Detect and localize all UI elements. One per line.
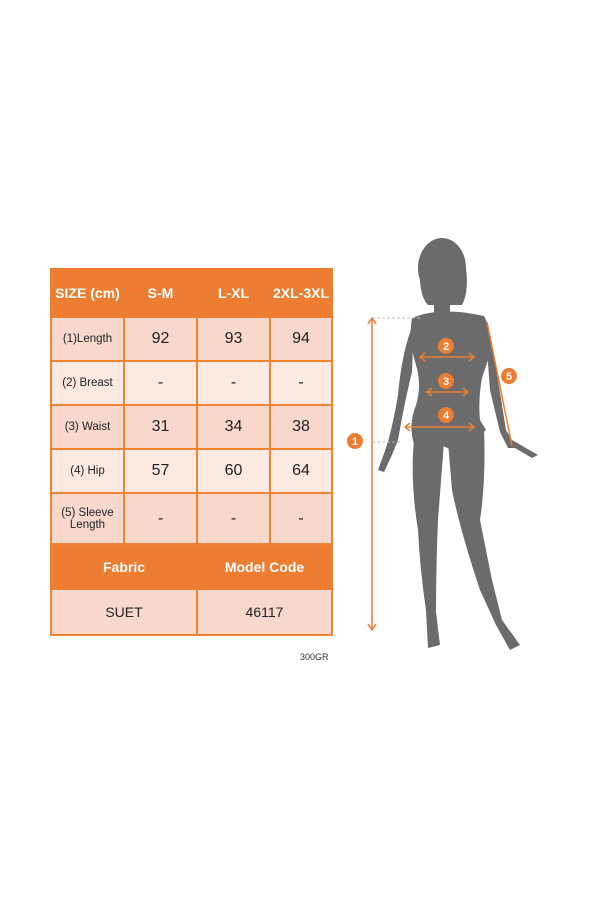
header-size: SIZE (cm)	[50, 268, 125, 318]
size-header-row: SIZE (cm) S-M L-XL 2XL-3XL	[50, 268, 333, 318]
cell: -	[196, 360, 271, 406]
cell: 94	[269, 316, 333, 362]
row-label: (4) Hip	[50, 448, 125, 494]
cell: 31	[123, 404, 198, 450]
footer-value-row: SUET 46117	[50, 588, 333, 636]
svg-text:4: 4	[443, 410, 450, 422]
row-label: (1)Length	[50, 316, 125, 362]
cell: -	[123, 360, 198, 406]
table-row: (3) Waist 31 34 38	[50, 404, 333, 450]
svg-text:3: 3	[443, 376, 449, 388]
marker-1-icon: 1	[347, 433, 363, 449]
cell: 92	[123, 316, 198, 362]
row-label: (5) Sleeve Length	[50, 492, 125, 545]
model-code-value: 46117	[196, 588, 333, 636]
cell: -	[123, 492, 198, 545]
row-label: (2) Breast	[50, 360, 125, 406]
table-row: (2) Breast - - -	[50, 360, 333, 406]
row-label: (3) Waist	[50, 404, 125, 450]
table-row: (5) Sleeve Length - - -	[50, 492, 333, 545]
header-2xl-3xl: 2XL-3XL	[269, 268, 333, 318]
svg-text:2: 2	[443, 341, 449, 353]
header-s-m: S-M	[123, 268, 198, 318]
measurement-lines	[367, 316, 513, 632]
marker-2-icon: 2	[438, 338, 454, 354]
model-code-header: Model Code	[196, 543, 333, 590]
cell: -	[196, 492, 271, 545]
cell: -	[269, 360, 333, 406]
cell: 64	[269, 448, 333, 494]
cell: 38	[269, 404, 333, 450]
marker-4-icon: 4	[438, 407, 454, 423]
svg-text:5: 5	[506, 371, 512, 383]
cell: 34	[196, 404, 271, 450]
table-row: (4) Hip 57 60 64	[50, 448, 333, 494]
header-l-xl: L-XL	[196, 268, 271, 318]
cell: 60	[196, 448, 271, 494]
measurement-badges: 1 2 3 4 5	[347, 338, 517, 449]
cell: -	[269, 492, 333, 545]
table-row: (1)Length 92 93 94	[50, 316, 333, 362]
marker-3-icon: 3	[438, 373, 454, 389]
cell: 57	[123, 448, 198, 494]
size-chart-table: SIZE (cm) S-M L-XL 2XL-3XL (1)Length 92 …	[50, 268, 333, 636]
footer-header-row: Fabric Model Code	[50, 543, 333, 590]
cell: 93	[196, 316, 271, 362]
fabric-weight-note: 300GR	[300, 652, 329, 662]
body-silhouette	[378, 238, 538, 650]
svg-text:1: 1	[352, 436, 358, 448]
marker-5-icon: 5	[501, 368, 517, 384]
fabric-header: Fabric	[50, 543, 198, 590]
fabric-value: SUET	[50, 588, 198, 636]
